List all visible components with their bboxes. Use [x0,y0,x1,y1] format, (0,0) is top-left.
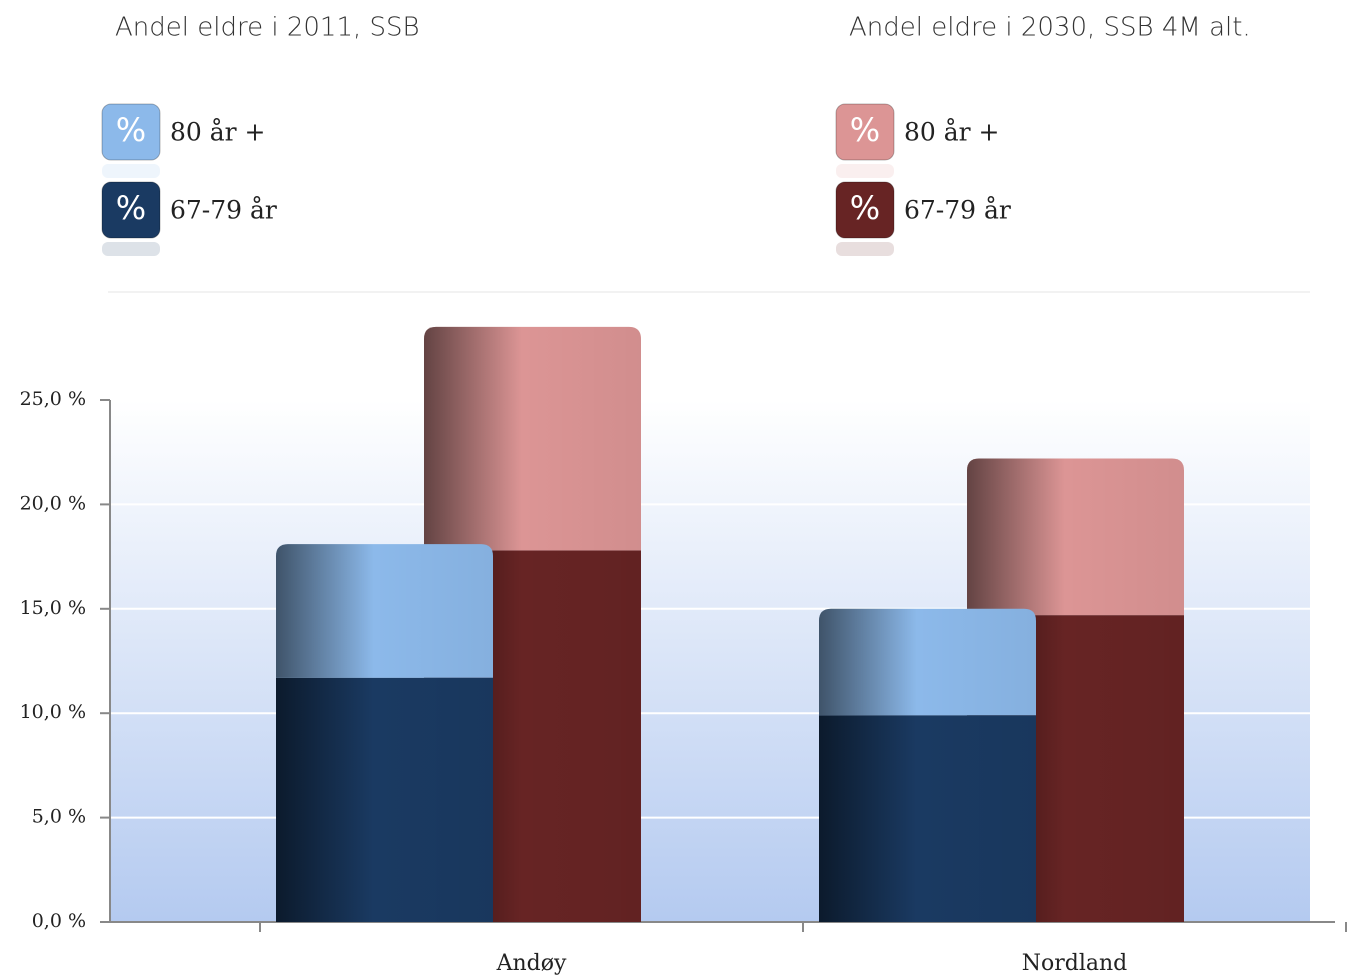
legend-icon-text: % [850,189,880,227]
legend-icon-reflection [836,242,894,256]
legend-title: Andel eldre i 2030, SSB 4M alt. [849,13,1251,43]
legend-icon-text: % [850,111,880,149]
y-tick-label: 0,0 % [32,910,86,932]
legend-icon-reflection [836,164,894,178]
legend-label: 67-79 år [904,196,1011,225]
y-tick-label: 25,0 % [20,388,86,410]
x-tick-label: Andøy [496,951,567,976]
legend-icon-reflection [102,242,160,256]
legend-title: Andel eldre i 2011, SSB [115,13,420,43]
bar-shade [276,677,493,922]
bar-shade [276,544,493,678]
bar-shade [819,608,1036,716]
x-tick-label: Nordland [1022,951,1128,976]
y-tick-label: 15,0 % [20,597,86,619]
legend-icon [101,181,161,239]
legend-icon [835,103,895,161]
bar-shade [424,326,641,551]
legend-label: 80 år + [170,118,266,147]
legend-icon-text: % [116,189,146,227]
y-tick-label: 10,0 % [20,701,86,723]
legend-icon [835,181,895,239]
bar-shade [819,715,1036,922]
legend-label: 67-79 år [170,196,277,225]
y-tick-label: 20,0 % [20,492,86,514]
legend-label: 80 år + [904,118,1000,147]
legend-icon-reflection [102,164,160,178]
legend-icon [101,103,161,161]
legend-icon-text: % [116,111,146,149]
y-tick-label: 5,0 % [32,806,86,828]
bar-shade [967,458,1184,616]
